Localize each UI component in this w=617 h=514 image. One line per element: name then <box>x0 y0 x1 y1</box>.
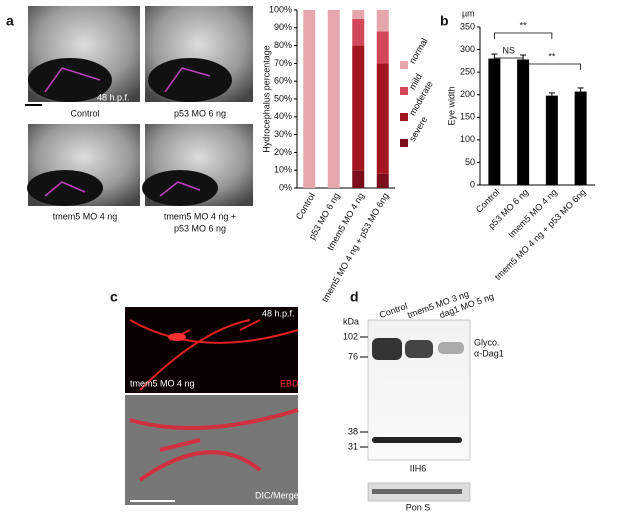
legend-swatch <box>400 113 408 121</box>
mw-marker: 38 <box>348 426 358 436</box>
legend-label: severe <box>407 115 429 143</box>
y-tick-label: 20% <box>274 147 292 157</box>
panel-label: b <box>440 13 449 29</box>
y-tick-label: 0 <box>470 179 475 189</box>
significance-bracket <box>493 57 524 64</box>
bar-segment <box>352 45 365 171</box>
y-tick-label: 50 <box>465 157 475 167</box>
mw-marker: 31 <box>348 441 358 451</box>
legend-swatch <box>400 139 408 147</box>
muscle-images <box>125 307 299 505</box>
y-tick-label: 150 <box>460 112 475 122</box>
y-tick-label: 350 <box>460 21 475 31</box>
significance-label: NS <box>502 45 515 55</box>
bar-segment <box>376 63 389 174</box>
significance-label: ** <box>520 20 528 30</box>
image-label: tmem5 MO 4 ng + <box>164 211 236 221</box>
bar-segment <box>376 10 389 32</box>
y-tick-label: 30% <box>274 129 292 139</box>
y-tick-label: 80% <box>274 40 292 50</box>
western-blot <box>367 319 471 502</box>
x-tick-label: Control <box>474 187 502 215</box>
y-tick-label: 50% <box>274 93 292 103</box>
legend-swatch <box>400 61 408 69</box>
y-tick-label: 10% <box>274 165 292 175</box>
bar-segment <box>352 170 365 188</box>
merge-label: DIC/Merge <box>255 490 299 500</box>
y-axis-label: Eye width <box>446 86 456 125</box>
legend-swatch <box>400 87 408 95</box>
band-label: α-Dag1 <box>474 348 504 358</box>
band-label: Glyco. <box>474 337 500 347</box>
image-label: Control <box>70 108 99 118</box>
y-tick-label: 300 <box>460 44 475 54</box>
embryo-images <box>25 6 253 206</box>
y-axis-label: Hydrocephalus percentage <box>261 45 271 153</box>
bar-segment <box>376 31 389 64</box>
y-tick-label: 90% <box>274 22 292 32</box>
blot-label: Pon S <box>406 502 431 512</box>
bar-segment <box>327 10 340 188</box>
bar <box>574 91 587 185</box>
legend-label: normal <box>407 36 429 65</box>
image-label: p53 MO 6 ng <box>174 223 226 233</box>
y-tick-label: 60% <box>274 76 292 86</box>
y-tick-label: 250 <box>460 67 475 77</box>
image-label: p53 MO 6 ng <box>174 108 226 118</box>
x-tick-label: Control <box>294 191 317 221</box>
condition-label: tmem5 MO 4 ng <box>130 378 195 388</box>
stage-label: 48 h.p.f. <box>262 308 295 318</box>
y-tick-label: 70% <box>274 58 292 68</box>
y-tick-label: 40% <box>274 111 292 121</box>
image-label: tmem5 MO 4 ng <box>53 211 118 221</box>
unit-label: µm <box>462 8 475 18</box>
panel-label: d <box>350 289 359 305</box>
mw-marker: 76 <box>348 351 358 361</box>
significance-bracket <box>493 32 553 39</box>
bar <box>517 59 530 186</box>
y-tick-label: 200 <box>460 89 475 99</box>
y-tick-label: 100 <box>460 134 475 144</box>
y-tick-label: 0% <box>279 182 292 192</box>
y-tick-label: 100% <box>269 4 292 14</box>
channel-label: EBD <box>280 378 299 388</box>
panel-label: a <box>6 13 14 29</box>
bar-segment <box>352 10 365 19</box>
mw-marker: 102 <box>343 331 358 341</box>
bar-segment <box>303 10 316 188</box>
unit-label: kDa <box>343 316 359 326</box>
significance-bracket <box>522 63 582 70</box>
lane-label: Control <box>378 301 409 320</box>
panel-label: c <box>110 289 118 305</box>
bar <box>545 95 558 185</box>
blot-label: IIH6 <box>410 463 427 473</box>
bar <box>488 58 501 185</box>
bar-segment <box>352 18 365 46</box>
bar-segment <box>376 173 389 188</box>
stage-label: 48 h.p.f. <box>97 92 130 102</box>
significance-label: ** <box>548 51 556 61</box>
